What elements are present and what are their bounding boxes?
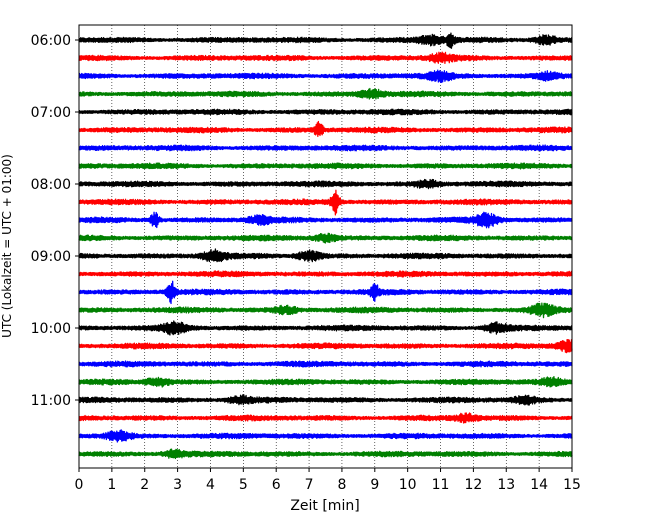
seismic-trace bbox=[78, 394, 573, 406]
seismic-trace bbox=[78, 320, 573, 336]
seismic-trace bbox=[78, 32, 573, 49]
x-tick-label: 1 bbox=[107, 477, 116, 493]
y-ticks: 06:00 07:00 08:00 09:00 10:00 11:00 bbox=[31, 33, 79, 409]
x-ticks: 0 1 2 3 4 5 6 7 8 9 10 11 12 13 14 15 bbox=[75, 468, 581, 493]
y-tick-label: 08:00 bbox=[31, 177, 71, 193]
seismic-trace bbox=[78, 144, 573, 152]
x-tick-label: 8 bbox=[337, 477, 346, 493]
x-tick-label: 2 bbox=[140, 477, 149, 493]
seismic-trace bbox=[78, 376, 573, 388]
seismic-trace bbox=[78, 302, 573, 319]
seismic-trace bbox=[78, 248, 573, 263]
y-tick-label: 10:00 bbox=[31, 321, 71, 337]
x-gridlines bbox=[111, 25, 540, 468]
seismic-trace bbox=[78, 69, 573, 84]
seismic-trace bbox=[78, 280, 573, 305]
traces bbox=[78, 32, 573, 460]
x-tick-label: 12 bbox=[464, 477, 482, 493]
y-tick-label: 11:00 bbox=[31, 393, 71, 409]
x-tick-label: 6 bbox=[272, 477, 281, 493]
y-tick-label: 09:00 bbox=[31, 249, 71, 265]
x-tick-label: 3 bbox=[173, 477, 182, 493]
plot-frame bbox=[78, 24, 573, 469]
seismic-trace bbox=[78, 360, 573, 368]
x-tick-label: 15 bbox=[563, 477, 581, 493]
seismic-trace bbox=[78, 412, 573, 424]
x-tick-label: 5 bbox=[239, 477, 248, 493]
x-tick-label: 14 bbox=[530, 477, 548, 493]
seismic-trace bbox=[78, 108, 573, 116]
seismic-trace bbox=[78, 189, 573, 216]
seismic-trace bbox=[78, 51, 573, 65]
x-tick-label: 0 bbox=[75, 477, 84, 493]
x-tick-label: 9 bbox=[370, 477, 379, 493]
x-tick-label: 10 bbox=[399, 477, 417, 493]
seismic-trace bbox=[78, 211, 573, 229]
x-tick-label: 7 bbox=[305, 477, 314, 493]
seismic-trace bbox=[78, 87, 573, 100]
seismic-trace bbox=[78, 162, 573, 170]
seismic-trace bbox=[78, 120, 573, 137]
seismic-trace bbox=[78, 232, 573, 244]
seismic-trace bbox=[78, 338, 573, 354]
seismic-trace bbox=[78, 448, 573, 460]
x-axis-label: Zeit [min] bbox=[290, 498, 359, 514]
x-tick-label: 13 bbox=[497, 477, 515, 493]
x-tick-label: 11 bbox=[432, 477, 450, 493]
x-tick-label: 4 bbox=[206, 477, 215, 493]
seismic-trace bbox=[78, 178, 573, 190]
y-tick-label: 06:00 bbox=[31, 33, 71, 49]
y-tick-label: 07:00 bbox=[31, 105, 71, 121]
seismic-trace bbox=[78, 429, 573, 443]
seismic-trace bbox=[78, 270, 573, 278]
y-axis-label: UTC (Lokalzeit = UTC + 01:00) bbox=[0, 154, 14, 338]
